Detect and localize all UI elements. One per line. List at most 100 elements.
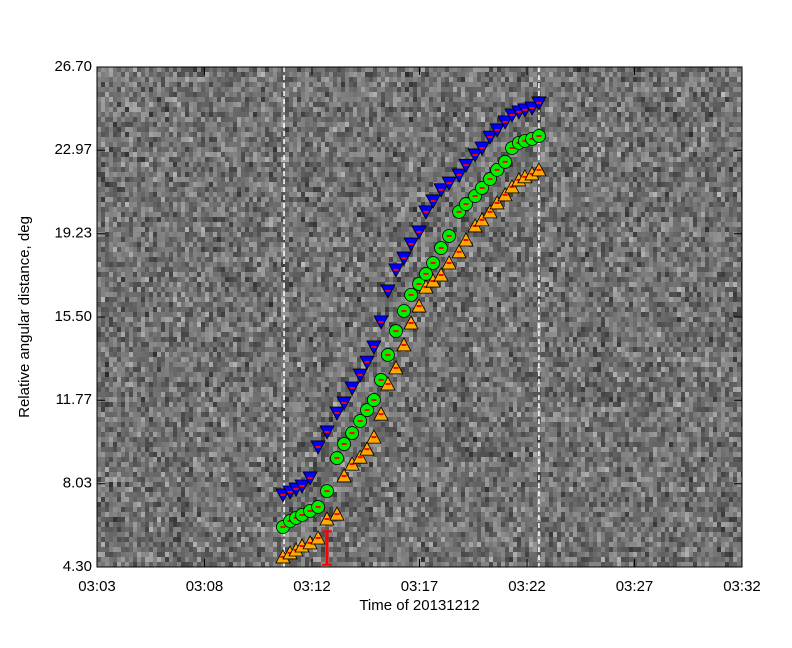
- noise-cell: [125, 112, 129, 117]
- noise-cell: [177, 427, 181, 432]
- noise-cell: [185, 507, 189, 512]
- noise-cell: [129, 497, 133, 502]
- noise-cell: [229, 442, 233, 447]
- noise-cell: [173, 262, 177, 267]
- noise-cell: [221, 522, 225, 527]
- noise-cell: [153, 467, 157, 472]
- noise-cell: [265, 212, 269, 217]
- noise-cell: [181, 392, 185, 397]
- noise-cell: [285, 467, 289, 472]
- noise-cell: [177, 397, 181, 402]
- noise-cell: [133, 517, 137, 522]
- noise-cell: [145, 197, 149, 202]
- noise-cell: [149, 477, 153, 482]
- noise-cell: [245, 402, 249, 407]
- noise-cell: [193, 382, 197, 387]
- noise-cell: [289, 97, 293, 102]
- noise-cell: [205, 217, 209, 222]
- noise-cell: [253, 137, 257, 142]
- noise-cell: [269, 417, 273, 422]
- noise-cell: [213, 457, 217, 462]
- noise-cell: [233, 217, 237, 222]
- noise-cell: [125, 332, 129, 337]
- noise-cell: [265, 527, 269, 532]
- noise-cell: [289, 437, 293, 442]
- noise-cell: [161, 312, 165, 317]
- noise-cell: [273, 437, 277, 442]
- noise-cell: [237, 512, 241, 517]
- noise-cell: [261, 342, 265, 347]
- noise-cell: [137, 352, 141, 357]
- noise-cell: [137, 327, 141, 332]
- noise-cell: [173, 287, 177, 292]
- noise-cell: [137, 447, 141, 452]
- noise-cell: [197, 137, 201, 142]
- noise-cell: [153, 237, 157, 242]
- noise-cell: [153, 267, 157, 272]
- noise-cell: [229, 252, 233, 257]
- noise-cell: [97, 102, 101, 107]
- noise-cell: [221, 392, 225, 397]
- noise-cell: [145, 127, 149, 132]
- noise-cell: [105, 512, 109, 517]
- noise-cell: [153, 322, 157, 327]
- noise-cell: [277, 437, 281, 442]
- noise-cell: [261, 447, 265, 452]
- noise-cell: [181, 287, 185, 292]
- noise-cell: [165, 122, 169, 127]
- noise-cell: [213, 187, 217, 192]
- noise-cell: [237, 392, 241, 397]
- noise-cell: [229, 367, 233, 372]
- noise-cell: [165, 372, 169, 377]
- noise-cell: [261, 167, 265, 172]
- noise-cell: [277, 102, 281, 107]
- noise-cell: [133, 467, 137, 472]
- noise-cell: [201, 77, 205, 82]
- noise-cell: [221, 382, 225, 387]
- noise-cell: [157, 317, 161, 322]
- noise-cell: [253, 447, 257, 452]
- noise-cell: [133, 297, 137, 302]
- noise-cell: [213, 112, 217, 117]
- noise-cell: [233, 147, 237, 152]
- noise-cell: [289, 497, 293, 502]
- noise-cell: [117, 287, 121, 292]
- noise-cell: [97, 557, 101, 562]
- noise-cell: [269, 267, 273, 272]
- noise-cell: [281, 67, 285, 72]
- noise-cell: [177, 197, 181, 202]
- noise-cell: [97, 262, 101, 267]
- noise-cell: [101, 207, 105, 212]
- noise-cell: [189, 152, 193, 157]
- noise-cell: [105, 552, 109, 557]
- noise-cell: [153, 412, 157, 417]
- noise-cell: [253, 522, 257, 527]
- noise-cell: [285, 152, 289, 157]
- noise-cell: [269, 407, 273, 412]
- noise-cell: [137, 82, 141, 87]
- noise-cell: [181, 197, 185, 202]
- noise-cell: [193, 497, 197, 502]
- noise-cell: [185, 267, 189, 272]
- noise-cell: [197, 407, 201, 412]
- noise-cell: [165, 262, 169, 267]
- noise-cell: [149, 552, 153, 557]
- noise-cell: [285, 292, 289, 297]
- noise-cell: [273, 412, 277, 417]
- noise-cell: [165, 182, 169, 187]
- noise-cell: [117, 517, 121, 522]
- noise-cell: [145, 252, 149, 257]
- noise-cell: [177, 242, 181, 247]
- noise-cell: [157, 107, 161, 112]
- noise-cell: [129, 67, 133, 72]
- noise-cell: [129, 342, 133, 347]
- noise-cell: [105, 532, 109, 537]
- noise-cell: [189, 232, 193, 237]
- noise-cell: [237, 337, 241, 342]
- noise-cell: [273, 282, 277, 287]
- noise-cell: [293, 297, 297, 302]
- noise-cell: [257, 197, 261, 202]
- noise-cell: [185, 452, 189, 457]
- noise-cell: [113, 517, 117, 522]
- noise-cell: [265, 82, 269, 87]
